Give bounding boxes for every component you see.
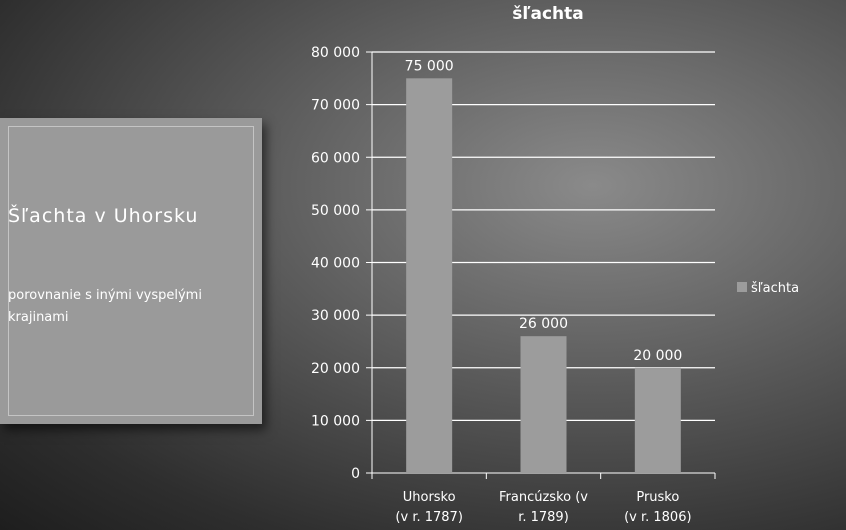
labels: 0 10 000 20 000 30 000 40 000 50 000 60 000 70 … [311, 45, 692, 525]
y-tick-label: 30 000 [311, 308, 360, 324]
y-tick-label: 60 000 [311, 150, 360, 166]
y-tick-label: 20 000 [311, 361, 360, 377]
category-label: Uhorsko [403, 490, 456, 505]
legend-swatch [737, 282, 747, 292]
y-tick-label: 10 000 [311, 413, 360, 429]
legend-label: šľachta [751, 281, 799, 296]
bar [521, 336, 567, 473]
category-label: (v r. 1806) [624, 510, 691, 525]
data-label: 26 000 [519, 316, 568, 332]
y-tick-label: 40 000 [311, 256, 360, 272]
y-tick-label: 70 000 [311, 98, 360, 114]
bar [406, 78, 452, 473]
y-tick-label: 50 000 [311, 203, 360, 219]
bar [635, 368, 681, 473]
category-label: (v r. 1787) [395, 510, 462, 525]
bars [406, 78, 681, 473]
chart-title: šľachta [512, 4, 584, 24]
y-tick-label: 80 000 [311, 45, 360, 61]
category-label: Francúzsko (v [499, 490, 588, 505]
data-label: 20 000 [633, 348, 682, 364]
category-label: r. 1789) [518, 510, 569, 525]
category-label: Prusko [636, 490, 679, 505]
data-label: 75 000 [405, 58, 454, 74]
y-tick-label: 0 [351, 466, 360, 482]
legend: šľachta [737, 281, 799, 296]
